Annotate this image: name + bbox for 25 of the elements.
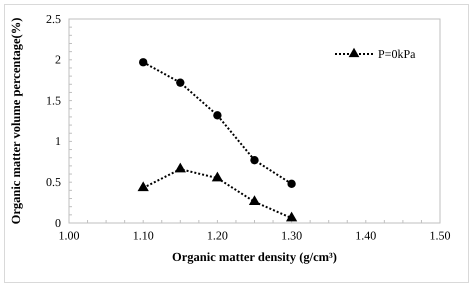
x-axis-title: Organic matter density (g/cm³) — [172, 250, 337, 264]
point — [248, 195, 260, 206]
point — [138, 181, 149, 192]
point — [286, 212, 298, 222]
y-tick-label: 0.5 — [46, 175, 61, 190]
x-tick-label: 1.50 — [430, 228, 450, 243]
x-tick-label: 1.30 — [281, 228, 302, 243]
y-tick-label: 2.5 — [46, 12, 61, 26]
y-tick-label: 1 — [55, 134, 61, 148]
point — [287, 180, 296, 188]
x-tick-label: 1.20 — [206, 228, 228, 243]
legend-label: P=0kPa — [378, 47, 416, 61]
x-tick-label: 1.40 — [355, 228, 376, 243]
point — [250, 156, 259, 164]
y-tick-label: 1.5 — [46, 93, 61, 108]
point — [212, 172, 224, 182]
point — [174, 162, 186, 172]
point — [213, 111, 222, 120]
y-axis-title: Organic matter volume percentage(%) — [9, 18, 23, 224]
y-tick-label: 2 — [55, 52, 61, 67]
point — [176, 78, 184, 87]
y-tick-label: 0 — [55, 216, 61, 230]
x-tick-label: 1.10 — [132, 228, 154, 243]
x-tick-label: 1.00 — [58, 228, 80, 243]
point — [139, 58, 148, 66]
